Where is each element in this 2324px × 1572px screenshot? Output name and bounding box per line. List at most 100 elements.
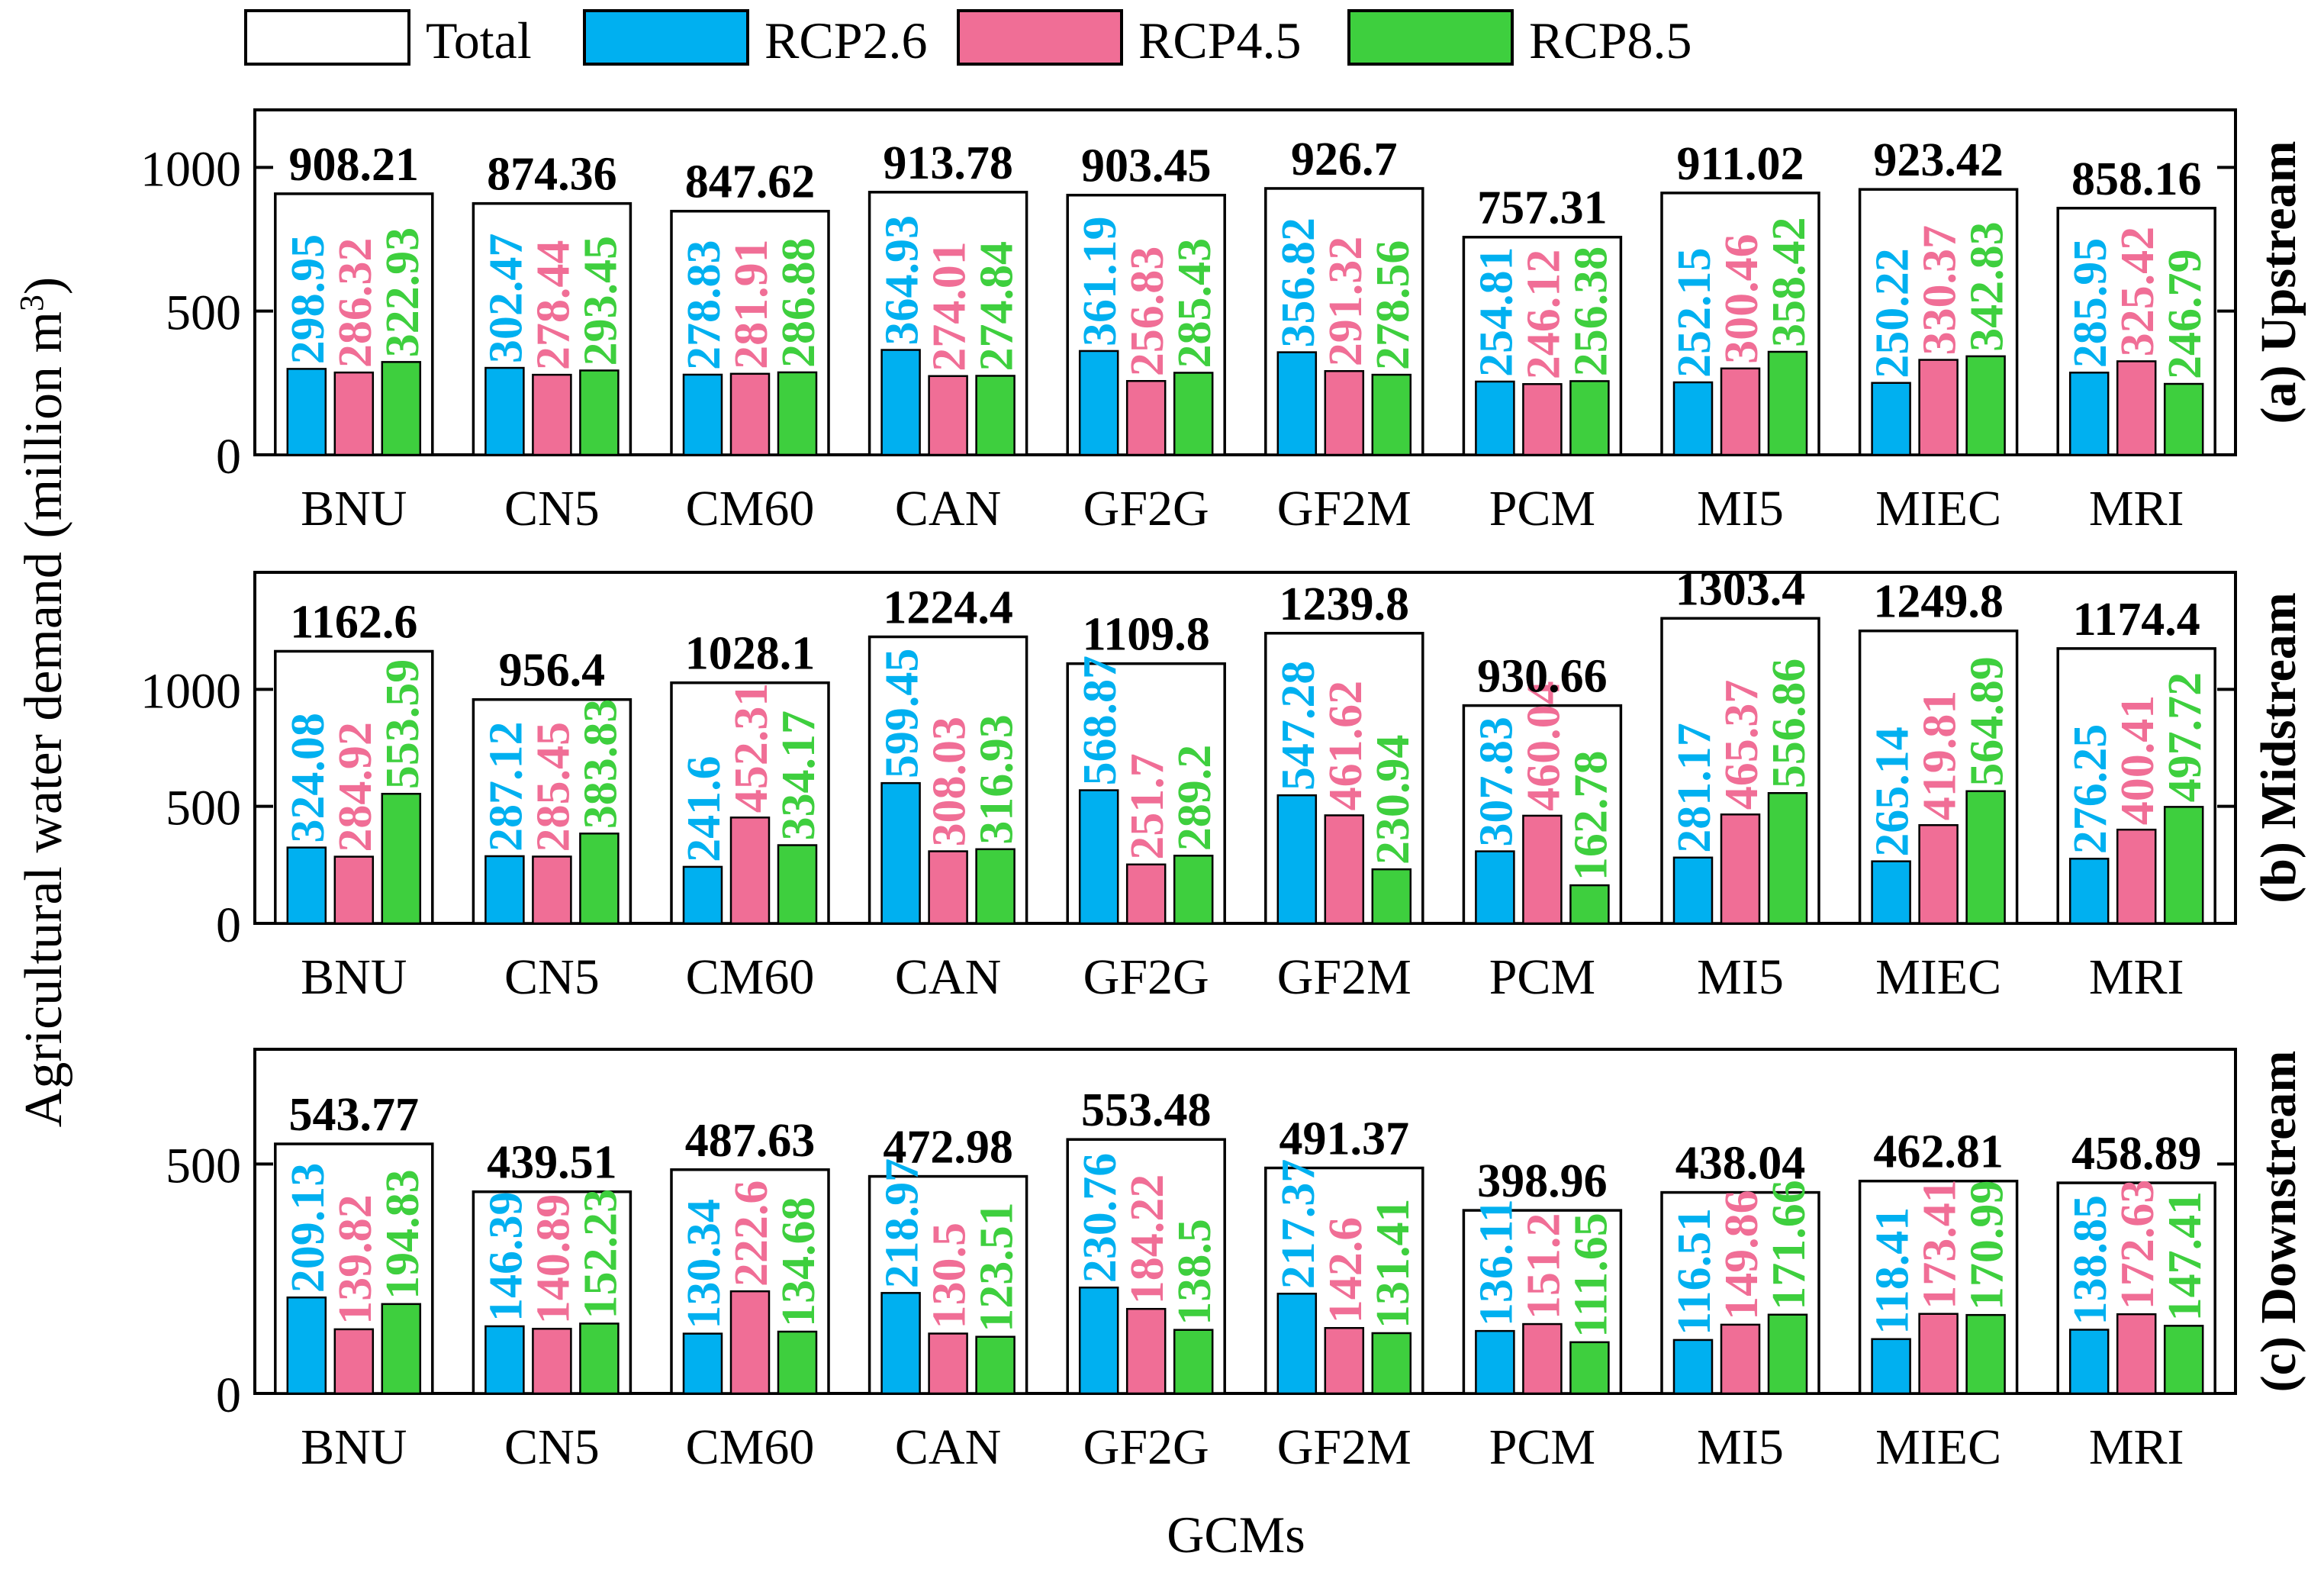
bar-rcp26-miec <box>1871 1338 1911 1395</box>
x-tick-label: CN5 <box>504 949 600 1005</box>
bar-rcp85-bnu <box>381 1303 422 1395</box>
bar-rcp45-gf2g <box>1125 1307 1167 1395</box>
x-tick-label: BNU <box>301 949 407 1005</box>
bar-rcp45-miec <box>1918 359 1959 456</box>
bar-rcp45-cm60 <box>729 1290 771 1395</box>
data-label-rcp45: 330.37 <box>1914 225 1966 356</box>
data-label-rcp85: 556.86 <box>1763 659 1815 789</box>
data-label-rcp26: 361.19 <box>1074 216 1126 346</box>
bar-rcp45-gf2m <box>1324 1326 1365 1395</box>
bar-rcp26-gf2m <box>1276 1293 1318 1395</box>
data-label-rcp85: 123.51 <box>971 1202 1023 1332</box>
bar-rcp85-miec <box>1965 790 2006 925</box>
bar-rcp45-bnu <box>333 371 375 456</box>
legend: Total RCP2.6 RCP4.5 RCP8.5 <box>244 9 1692 69</box>
x-tick-label: BNU <box>301 481 407 536</box>
data-label-rcp85: 286.88 <box>773 237 825 368</box>
x-tick-label: MI5 <box>1697 949 1784 1005</box>
bar-rcp85-can <box>975 848 1016 925</box>
data-label-rcp85: 564.89 <box>1962 656 2013 787</box>
x-tick-label: MRI <box>2089 949 2184 1005</box>
legend-label-rcp2-6: RCP2.6 <box>764 11 928 69</box>
bar-rcp85-bnu <box>381 792 422 925</box>
bar-rcp26-cn5 <box>484 1325 525 1395</box>
bar-rcp85-bnu <box>381 361 422 456</box>
data-label-rcp45: 130.5 <box>924 1222 976 1329</box>
total-label: 398.96 <box>1477 1155 1608 1207</box>
data-label-rcp45: 461.62 <box>1320 681 1372 811</box>
total-label: 1303.4 <box>1675 563 1806 615</box>
bar-rcp26-bnu <box>286 368 327 456</box>
total-label: 956.4 <box>499 645 606 697</box>
total-label: 1109.8 <box>1083 609 1210 661</box>
data-label-rcp26: 217.37 <box>1273 1159 1325 1290</box>
bar-rcp45-miec <box>1918 824 1959 925</box>
bar-rcp45-cn5 <box>532 373 572 456</box>
bar-rcp45-pcm <box>1522 814 1563 925</box>
data-label-rcp85: 162.78 <box>1565 751 1617 881</box>
bar-rcp45-gf2g <box>1125 863 1167 925</box>
data-label-rcp45: 308.03 <box>924 717 976 847</box>
data-label-rcp26: 130.34 <box>678 1199 730 1329</box>
data-label-rcp45: 172.63 <box>2112 1180 2164 1310</box>
data-label-rcp26: 146.39 <box>480 1191 532 1322</box>
data-label-rcp45: 400.41 <box>2112 695 2164 826</box>
data-label-rcp26: 254.81 <box>1470 247 1522 378</box>
bar-rcp85-mi5 <box>1767 350 1808 456</box>
data-label-rcp85: 152.23 <box>575 1189 626 1319</box>
bar-rcp85-cn5 <box>579 369 620 456</box>
data-label-rcp85: 138.5 <box>1169 1219 1221 1326</box>
y-axis-label-close: ) <box>14 277 73 295</box>
data-label-rcp26: 356.82 <box>1273 217 1325 348</box>
data-label-rcp26: 230.76 <box>1074 1153 1126 1284</box>
bar-rcp45-mri <box>2116 360 2157 456</box>
total-label: 1174.4 <box>2073 594 2200 646</box>
bar-rcp26-gf2g <box>1078 789 1119 925</box>
x-tick-label: CAN <box>895 1419 1001 1475</box>
legend-swatch-total <box>244 9 410 66</box>
data-label-rcp45: 246.12 <box>1518 250 1569 380</box>
data-label-rcp45: 274.01 <box>924 241 976 372</box>
x-tick-label: MIEC <box>1875 481 2001 536</box>
data-label-rcp45: 173.41 <box>1914 1179 1966 1309</box>
bar-rcp26-mri <box>2068 858 2110 925</box>
bar-rcp85-pcm <box>1569 884 1610 925</box>
y-tick-label: 500 <box>166 781 241 836</box>
total-label: 438.04 <box>1675 1138 1806 1190</box>
data-label-rcp26: 281.17 <box>1669 723 1720 853</box>
x-tick-label: MI5 <box>1697 1419 1784 1475</box>
bar-rcp45-cm60 <box>729 372 771 456</box>
data-label-rcp45: 452.31 <box>726 683 777 813</box>
x-tick-label: MIEC <box>1875 1419 2001 1475</box>
total-label: 926.7 <box>1291 134 1398 185</box>
data-label-rcp85: 147.41 <box>2159 1191 2211 1322</box>
bar-rcp26-gf2g <box>1078 1286 1119 1395</box>
total-label: 874.36 <box>487 149 617 201</box>
bar-rcp85-miec <box>1965 1313 2006 1395</box>
data-label-rcp45: 251.7 <box>1122 753 1173 860</box>
panel-label: (b) Midstream <box>2251 592 2306 904</box>
bar-rcp45-gf2m <box>1324 370 1365 456</box>
bar-rcp85-miec <box>1965 355 2006 456</box>
data-label-rcp26: 209.13 <box>282 1163 334 1293</box>
total-label: 913.78 <box>883 137 1013 189</box>
bar-rcp45-gf2g <box>1125 380 1167 456</box>
data-label-rcp85: 553.59 <box>377 659 429 790</box>
panel-label: (c) Downstream <box>2251 1051 2306 1393</box>
data-label-rcp26: 302.47 <box>480 234 532 364</box>
legend-swatch-rcp8-5 <box>1347 9 1514 66</box>
data-label-rcp45: 325.42 <box>2112 227 2164 357</box>
data-label-rcp45: 291.32 <box>1320 237 1372 367</box>
total-label: 903.45 <box>1081 140 1212 192</box>
bar-rcp85-cn5 <box>579 833 620 925</box>
total-label: 458.89 <box>2071 1128 2202 1180</box>
bar-rcp85-gf2g <box>1173 1329 1214 1395</box>
bar-rcp26-miec <box>1871 860 1911 925</box>
data-label-rcp45: 256.83 <box>1122 246 1173 377</box>
bar-rcp45-gf2m <box>1324 814 1365 925</box>
data-label-rcp26: 250.22 <box>1867 248 1919 379</box>
data-label-rcp45: 419.81 <box>1914 691 1966 821</box>
